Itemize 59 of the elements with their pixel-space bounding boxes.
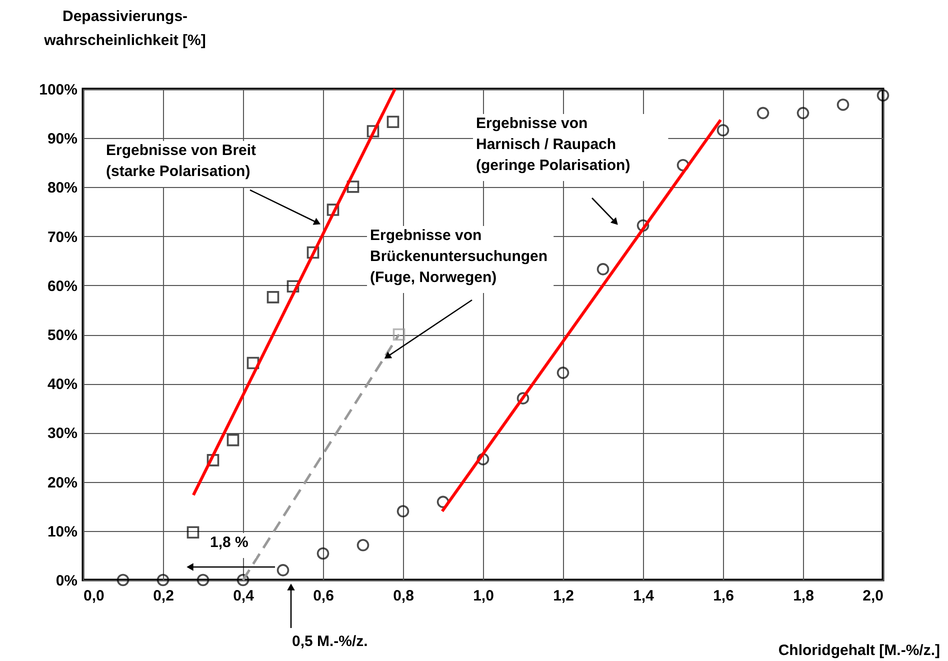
point (306, 246, 320, 259)
x-tick-label: 0,8 (393, 588, 414, 604)
point (716, 124, 730, 136)
point (196, 574, 210, 586)
point (346, 180, 360, 193)
point (236, 574, 250, 586)
point (356, 539, 370, 552)
point (836, 98, 850, 111)
y-tick-label: 10% (47, 523, 78, 540)
annotation: 1,8 % (210, 534, 248, 551)
point (556, 366, 570, 379)
point (392, 328, 406, 341)
point (116, 574, 130, 586)
x-tick-label: 0,4 (233, 588, 255, 604)
point (276, 564, 290, 576)
point (796, 106, 810, 120)
x-tick-label: 0,6 (313, 588, 334, 604)
point (366, 125, 380, 138)
point (476, 453, 490, 466)
point (266, 291, 280, 304)
point (386, 116, 400, 128)
x-tick-label: 1,2 (553, 588, 574, 604)
y-tick-label: 20% (47, 474, 78, 492)
x-tick-label: 2,0 (862, 588, 884, 604)
y-tick-label: 100% (39, 82, 78, 98)
point (876, 89, 890, 102)
point (596, 263, 610, 276)
y-tick-label: 90% (47, 130, 78, 148)
x-tick-label: 0,0 (84, 588, 104, 604)
point (226, 434, 240, 446)
point (206, 454, 220, 466)
point (636, 219, 650, 232)
x-tick-label: 1,0 (473, 588, 494, 604)
x-tick-label: 1,6 (713, 588, 734, 604)
point (246, 356, 260, 370)
y-tick-label: 30% (47, 425, 78, 442)
point (156, 574, 170, 586)
y-tick-label: 50% (47, 327, 78, 344)
point (396, 505, 410, 518)
x-tick-label: 1,8 (793, 588, 814, 604)
point (286, 280, 300, 293)
point (516, 392, 530, 404)
text: 0,5 M.-%/z. (292, 633, 368, 650)
point (186, 526, 200, 539)
point (756, 106, 770, 120)
y-tick-label: 0% (56, 572, 78, 590)
x-tick-label: 0,2 (153, 588, 174, 604)
point (316, 547, 330, 560)
annotation: Ergebnisse von Brückenuntersuchungen (Fuge, Norwegen) (370, 227, 548, 286)
y-tick-label: 40% (47, 376, 78, 394)
annotation: Ergebnisse von Harnisch / Raupach (geringe Polarisation) (476, 115, 630, 174)
x-axis-title: Chloridgehalt [M.-%/z.] (778, 642, 940, 659)
annotation: Ergebnisse von Breit (starke Polarisation) (106, 142, 256, 180)
y-axis-title: Depassivierungs- wahrscheinlichkeit [%] (43, 8, 206, 49)
y-tick-label: 70% (47, 228, 78, 246)
y-tick-label: 80% (47, 180, 78, 197)
point (326, 204, 340, 216)
y-tick-label: 60% (47, 278, 78, 295)
x-tick-label: 1,4 (633, 588, 655, 604)
